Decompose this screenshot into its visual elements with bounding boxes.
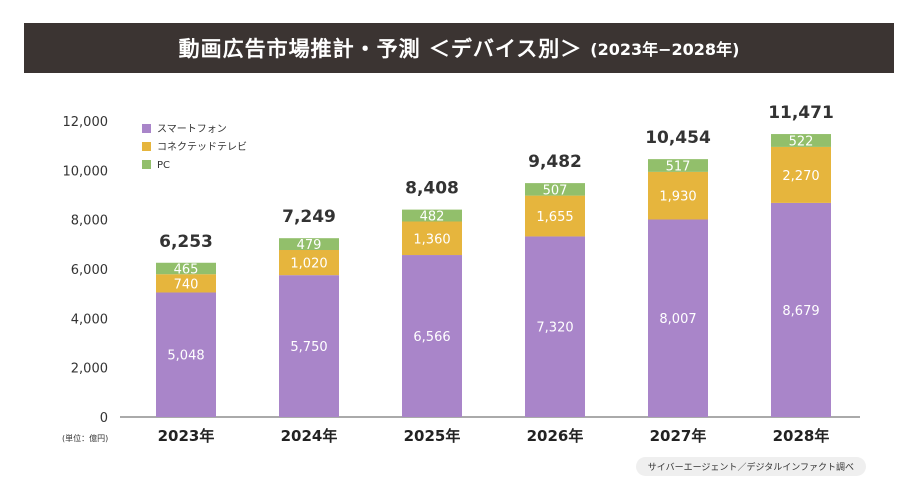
segment-value-label: 1,930 xyxy=(659,190,696,205)
source-note: サイバーエージェント／デジタルインファクト調べ xyxy=(635,457,866,476)
y-tick-label: 4,000 xyxy=(71,312,108,327)
bar-segment xyxy=(771,202,831,417)
segment-value-label: 1,655 xyxy=(536,210,573,225)
total-value-label: 10,454 xyxy=(645,128,711,148)
segment-value-label: 482 xyxy=(420,210,445,225)
bar-segment xyxy=(279,275,339,417)
segment-value-label: 465 xyxy=(174,262,199,277)
bar-segment xyxy=(525,236,585,417)
x-tick-label: 2028年 xyxy=(773,427,830,445)
segment-value-label: 5,048 xyxy=(167,349,204,364)
total-value-label: 8,408 xyxy=(405,179,459,199)
segment-value-label: 507 xyxy=(543,183,568,198)
legend-label: スマートフォン xyxy=(157,124,227,135)
segment-value-label: 5,750 xyxy=(290,340,327,355)
bar-segment xyxy=(156,262,216,275)
bar-segment xyxy=(771,146,831,203)
x-tick-label: 2025年 xyxy=(404,427,461,445)
legend-label: コネクテッドテレビ xyxy=(157,141,247,153)
x-tick-label: 2026年 xyxy=(527,427,584,445)
bar-segment xyxy=(402,221,462,256)
bar-segment xyxy=(525,195,585,237)
y-tick-label: 0 xyxy=(100,411,108,426)
total-value-label: 11,471 xyxy=(768,103,834,123)
segment-value-label: 1,360 xyxy=(413,232,450,247)
bar-segment xyxy=(402,255,462,417)
bar-segment xyxy=(156,274,216,293)
segment-value-label: 6,566 xyxy=(413,330,450,345)
segment-value-label: 479 xyxy=(297,238,322,253)
legend-swatch xyxy=(142,142,151,151)
legend-swatch xyxy=(142,160,151,169)
unit-note: (単位：億円) xyxy=(62,433,108,443)
y-tick-label: 12,000 xyxy=(63,115,109,130)
y-tick-label: 6,000 xyxy=(71,263,108,278)
chart-subtitle: (2023年−2028年) xyxy=(590,40,740,59)
bar-segment xyxy=(402,209,462,222)
bar-segment xyxy=(279,250,339,276)
bar-segment xyxy=(648,159,708,172)
segment-value-label: 522 xyxy=(789,134,814,149)
total-value-label: 7,249 xyxy=(282,207,336,227)
bars xyxy=(156,134,831,417)
segment-value-label: 8,679 xyxy=(782,304,819,319)
bar-segment xyxy=(156,292,216,417)
title-bar: 動画広告市場推計・予測 ＜デバイス別＞ (2023年−2028年) xyxy=(24,23,894,73)
segment-value-label: 740 xyxy=(174,277,199,292)
total-value-label: 9,482 xyxy=(528,152,582,172)
bar-segment xyxy=(525,183,585,196)
x-tick-label: 2023年 xyxy=(158,427,215,445)
legend-label: PC xyxy=(157,160,170,171)
y-tick-label: 8,000 xyxy=(71,214,108,229)
y-tick-label: 2,000 xyxy=(71,362,108,377)
y-tick-label: 10,000 xyxy=(63,164,109,179)
segment-value-label: 7,320 xyxy=(536,321,573,336)
bar-segment xyxy=(648,171,708,220)
bar-segment xyxy=(648,219,708,417)
segment-value-label: 2,270 xyxy=(782,169,819,184)
y-axis: 0 2,000 4,000 6,000 8,000 10,000 12,000 xyxy=(63,115,860,426)
x-tick-label: 2024年 xyxy=(281,427,338,445)
bar-segment xyxy=(279,238,339,251)
segment-value-label: 1,020 xyxy=(290,257,327,272)
chart-title: 動画広告市場推計・予測 ＜デバイス別＞ xyxy=(178,37,583,61)
total-value-label: 6,253 xyxy=(159,232,213,252)
segment-value-label: 517 xyxy=(666,160,691,175)
segment-value-label: 8,007 xyxy=(659,312,696,327)
x-tick-label: 2027年 xyxy=(650,427,707,445)
bar-segment xyxy=(771,134,831,147)
legend-swatch xyxy=(142,124,151,133)
